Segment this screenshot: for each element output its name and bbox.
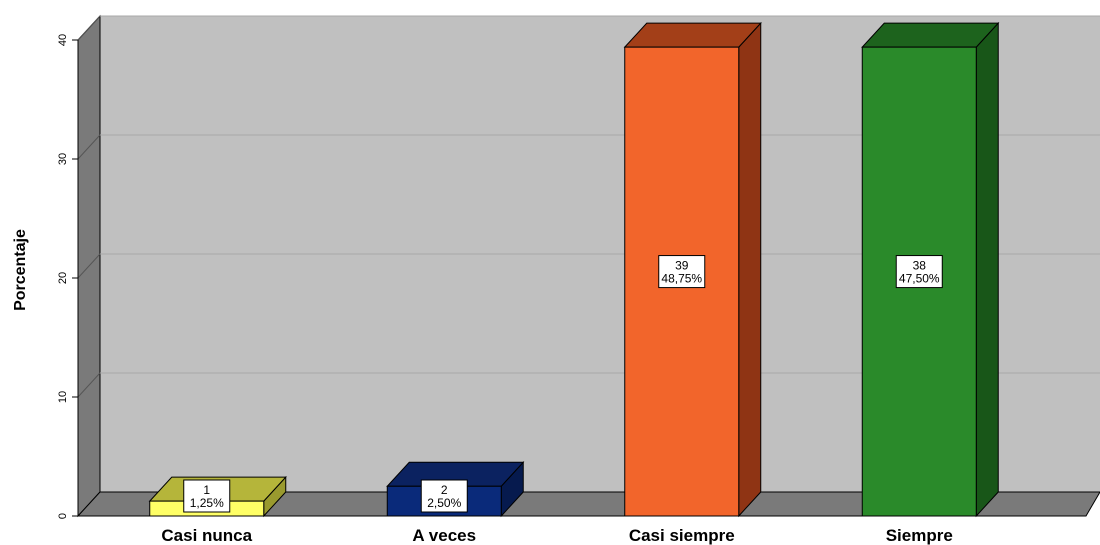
- x-category-label: Siempre: [886, 526, 953, 545]
- bar-side-face: [738, 21, 762, 518]
- y-axis-title: Porcentaje: [12, 229, 29, 311]
- y-tick-label: 20: [57, 272, 69, 284]
- data-label-count: 38: [913, 259, 927, 273]
- bar-side-face: [975, 21, 999, 518]
- data-label-count: 39: [675, 259, 689, 273]
- y-tick-label: 40: [57, 34, 69, 46]
- data-label-percent: 48,75%: [661, 272, 702, 286]
- data-label: 22,50%: [420, 479, 468, 513]
- category-labels: Casi nunca A veces Casi siempre Siempre: [161, 526, 952, 545]
- data-label-count: 2: [441, 483, 448, 497]
- plot-floor: [76, 491, 1100, 517]
- data-label-percent: 47,50%: [899, 272, 940, 286]
- data-label-box: [895, 255, 943, 289]
- y-axis-ticks: 0 10 20 30 40: [57, 34, 79, 519]
- gridline-side: [77, 134, 101, 160]
- x-category-label: Casi nunca: [161, 526, 252, 545]
- data-label-percent: 2,50%: [427, 496, 461, 510]
- y-tick-label: 10: [57, 391, 69, 403]
- bar-top-face: [861, 22, 1000, 48]
- data-label-box: [658, 255, 706, 289]
- data-label-box: [420, 479, 468, 513]
- gridline-side: [77, 372, 101, 398]
- bar: [861, 21, 1000, 518]
- gridline-side: [77, 253, 101, 279]
- y-tick-label: 0: [57, 513, 69, 519]
- y-tick-label: 30: [57, 153, 69, 165]
- gridline-side: [77, 15, 101, 41]
- data-label-count: 1: [203, 483, 210, 497]
- data-label-box: [183, 479, 231, 513]
- bar-top-face: [623, 22, 762, 48]
- data-label-percent: 1,25%: [190, 496, 224, 510]
- x-category-label: Casi siempre: [629, 526, 735, 545]
- x-category-label: A veces: [412, 526, 476, 545]
- data-label: 11,25%: [183, 479, 231, 513]
